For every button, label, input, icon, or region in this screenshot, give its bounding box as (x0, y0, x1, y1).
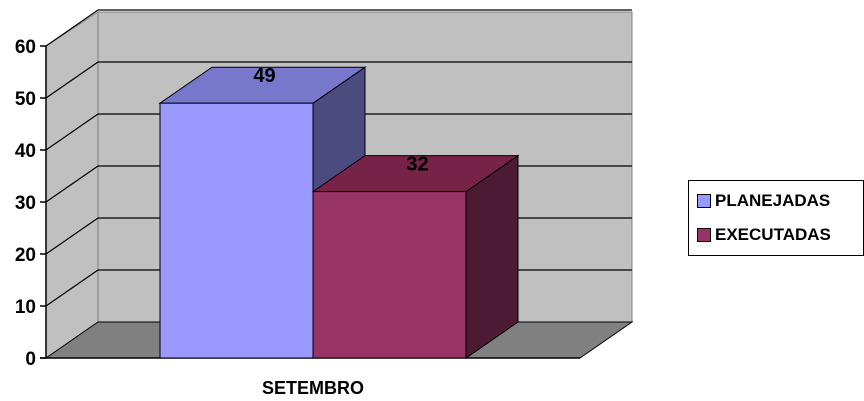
bars: 49 32 (158, 65, 520, 359)
gridline-side (45, 269, 99, 307)
legend-swatch-planejadas (697, 194, 711, 208)
legend: PLANEJADAS EXECUTADAS (688, 180, 864, 256)
legend-swatch-executadas (697, 228, 711, 242)
gridline-side (45, 165, 99, 203)
data-label-planejadas: 49 (253, 65, 275, 87)
y-axis-ticks: 0 10 20 30 40 50 60 (15, 37, 46, 370)
y-tick-label: 60 (15, 37, 36, 58)
legend-label-executadas: EXECUTADAS (715, 225, 831, 244)
legend-label-planejadas: PLANEJADAS (715, 191, 831, 210)
y-tick-label: 30 (15, 193, 36, 214)
category-label: SETEMBRO (262, 378, 364, 398)
bar-front (159, 102, 314, 359)
legend-item-executadas: EXECUTADAS (697, 225, 831, 245)
side-wall (45, 11, 99, 359)
bar-executadas: 32 (311, 154, 520, 359)
gridline-side (45, 217, 99, 255)
legend-item-planejadas: PLANEJADAS (697, 191, 830, 211)
y-tick-label: 40 (15, 141, 36, 162)
y-tick-label: 10 (15, 297, 36, 318)
y-tick-label: 0 (25, 349, 36, 370)
gridline-side (45, 61, 99, 99)
bar-front (312, 191, 467, 359)
data-label-executadas: 32 (406, 154, 428, 176)
y-tick-label: 20 (15, 245, 36, 266)
gridline-side (45, 9, 99, 47)
gridline-side (45, 113, 99, 151)
y-tick-label: 50 (15, 89, 36, 110)
